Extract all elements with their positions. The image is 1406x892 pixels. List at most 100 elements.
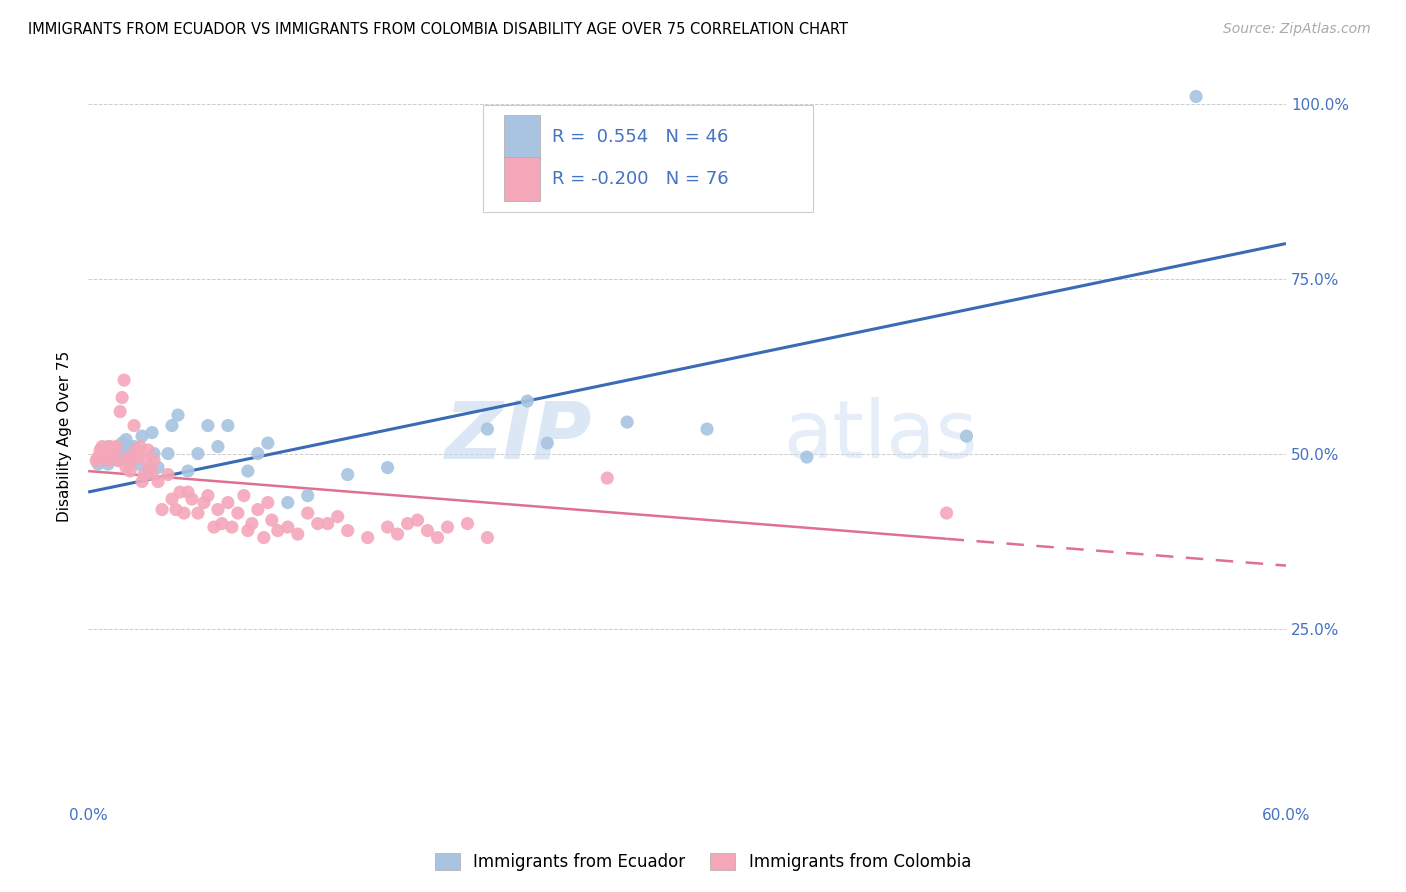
- Point: [211, 516, 233, 531]
- Point: [217, 418, 239, 433]
- Point: [108, 443, 131, 458]
- Point: [226, 506, 249, 520]
- Point: [97, 440, 120, 454]
- Point: [187, 506, 209, 520]
- Point: [122, 440, 145, 454]
- Point: [125, 443, 148, 458]
- Point: [97, 453, 120, 467]
- Point: [377, 520, 399, 534]
- Point: [246, 446, 269, 460]
- Y-axis label: Disability Age Over 75: Disability Age Over 75: [58, 351, 72, 522]
- Point: [122, 418, 145, 433]
- Point: [217, 495, 239, 509]
- Point: [267, 524, 290, 538]
- Point: [197, 489, 219, 503]
- Point: [121, 446, 143, 460]
- Point: [246, 502, 269, 516]
- Point: [477, 422, 499, 436]
- Point: [177, 485, 200, 500]
- Point: [169, 485, 191, 500]
- Point: [87, 450, 110, 464]
- Point: [193, 495, 215, 509]
- FancyBboxPatch shape: [484, 105, 813, 212]
- Point: [326, 509, 349, 524]
- Point: [202, 520, 225, 534]
- Point: [232, 489, 254, 503]
- Point: [112, 446, 135, 460]
- Point: [129, 440, 152, 454]
- Point: [596, 471, 619, 485]
- Point: [221, 520, 243, 534]
- Point: [108, 404, 131, 418]
- Point: [796, 450, 818, 464]
- Point: [356, 531, 378, 545]
- Point: [132, 467, 155, 482]
- Point: [336, 467, 359, 482]
- Point: [156, 467, 179, 482]
- Point: [316, 516, 339, 531]
- Text: Source: ZipAtlas.com: Source: ZipAtlas.com: [1223, 22, 1371, 37]
- Text: R =  0.554   N = 46: R = 0.554 N = 46: [551, 128, 728, 146]
- FancyBboxPatch shape: [503, 115, 540, 159]
- Point: [111, 391, 134, 405]
- Point: [260, 513, 283, 527]
- Point: [131, 475, 153, 489]
- Point: [97, 446, 120, 460]
- Point: [136, 464, 159, 478]
- Point: [107, 453, 129, 467]
- Point: [112, 373, 135, 387]
- Point: [101, 446, 124, 460]
- Point: [121, 453, 143, 467]
- Point: [91, 440, 114, 454]
- Point: [160, 418, 183, 433]
- Point: [336, 524, 359, 538]
- Point: [181, 492, 204, 507]
- Point: [146, 460, 169, 475]
- Point: [197, 418, 219, 433]
- Point: [406, 513, 429, 527]
- Point: [111, 436, 134, 450]
- Point: [377, 460, 399, 475]
- Point: [436, 520, 458, 534]
- Point: [955, 429, 977, 443]
- Point: [156, 446, 179, 460]
- Text: R = -0.200   N = 76: R = -0.200 N = 76: [551, 169, 728, 188]
- Point: [94, 443, 117, 458]
- Point: [136, 443, 159, 458]
- Point: [207, 440, 229, 454]
- Point: [456, 516, 478, 531]
- Point: [297, 506, 319, 520]
- Point: [89, 443, 111, 458]
- Point: [236, 524, 259, 538]
- Point: [139, 460, 162, 475]
- Point: [696, 422, 718, 436]
- Point: [107, 453, 129, 467]
- Point: [477, 531, 499, 545]
- Point: [297, 489, 319, 503]
- Text: atlas: atlas: [783, 397, 977, 475]
- Point: [177, 464, 200, 478]
- Point: [115, 460, 138, 475]
- Point: [97, 457, 120, 471]
- Point: [150, 502, 173, 516]
- Point: [105, 440, 128, 454]
- Point: [935, 506, 957, 520]
- Point: [84, 453, 107, 467]
- Point: [1185, 89, 1208, 103]
- Point: [236, 464, 259, 478]
- Point: [387, 527, 409, 541]
- Point: [187, 446, 209, 460]
- Point: [277, 520, 299, 534]
- Point: [115, 433, 138, 447]
- Point: [143, 446, 166, 460]
- Point: [93, 446, 115, 460]
- Point: [396, 516, 419, 531]
- Point: [98, 440, 121, 454]
- Point: [616, 415, 638, 429]
- Point: [120, 464, 142, 478]
- Point: [94, 450, 117, 464]
- Point: [256, 495, 278, 509]
- Point: [103, 443, 125, 458]
- Point: [253, 531, 276, 545]
- Point: [127, 457, 149, 471]
